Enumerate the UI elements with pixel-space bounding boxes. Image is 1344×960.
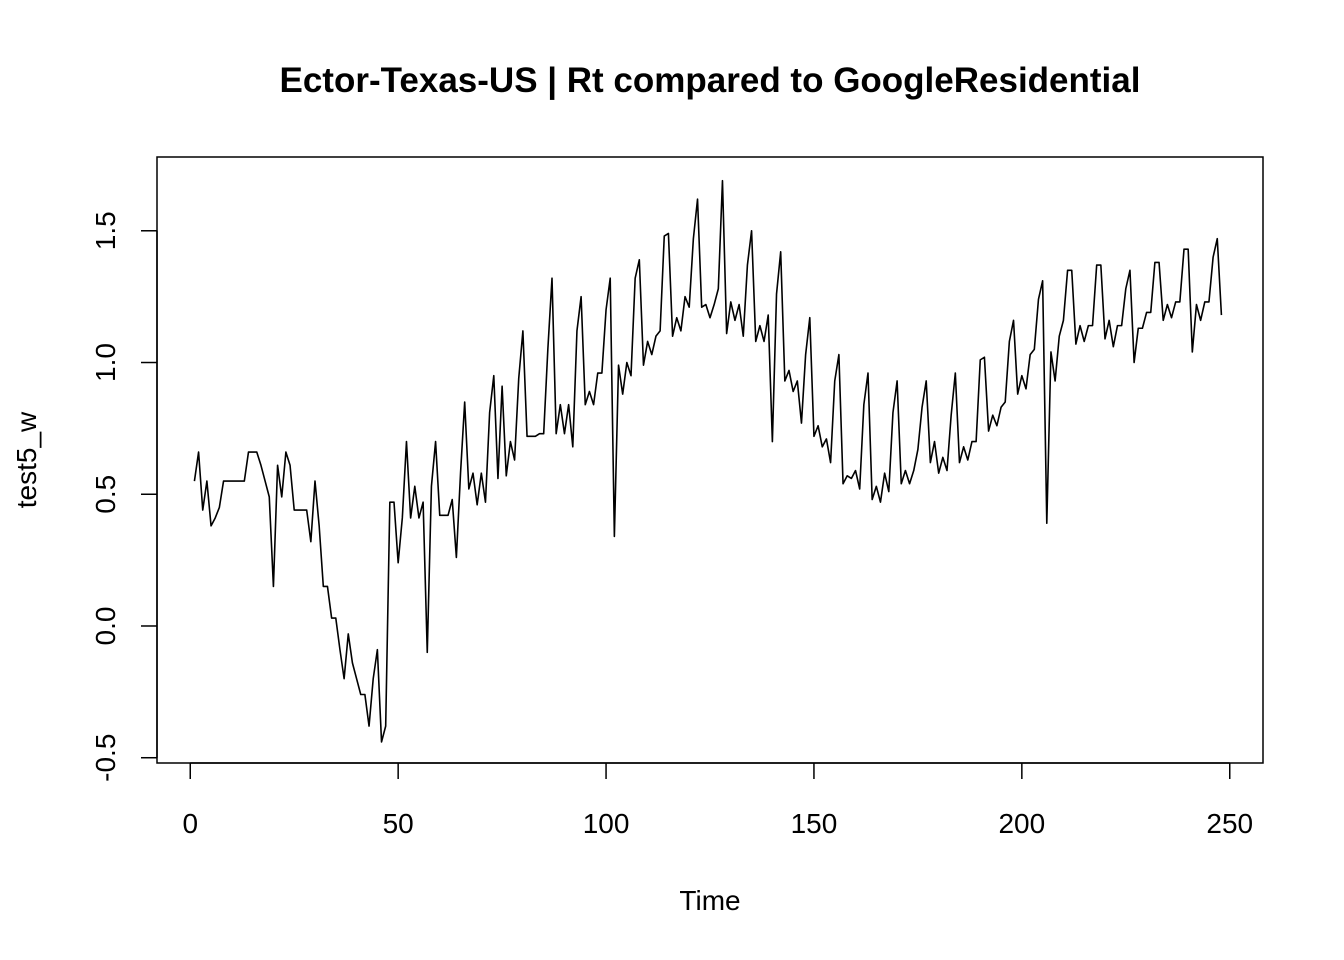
x-tick-label: 100 bbox=[583, 808, 630, 839]
y-tick-label: -0.5 bbox=[90, 734, 121, 782]
y-axis-label: test5_w bbox=[11, 411, 42, 508]
y-axis: -0.5 0.0 0.5 1.0 1.5 bbox=[90, 211, 158, 782]
x-tick-label: 250 bbox=[1206, 808, 1253, 839]
x-tick-label: 50 bbox=[383, 808, 414, 839]
y-tick-label: 0.0 bbox=[90, 607, 121, 646]
y-tick-label: 0.5 bbox=[90, 475, 121, 514]
chart-title: Ector-Texas-US | Rt compared to GoogleRe… bbox=[280, 61, 1141, 100]
series-line bbox=[193, 179, 1223, 743]
x-axis-label: Time bbox=[679, 885, 740, 916]
x-tick-label: 0 bbox=[182, 808, 198, 839]
x-tick-label: 200 bbox=[998, 808, 1045, 839]
plot-frame bbox=[156, 156, 1264, 764]
x-tick-label: 150 bbox=[791, 808, 838, 839]
y-tick-label: 1.0 bbox=[90, 343, 121, 382]
y-tick-label: 1.5 bbox=[90, 211, 121, 250]
x-axis: 0 50 100 150 200 250 bbox=[182, 762, 1253, 839]
